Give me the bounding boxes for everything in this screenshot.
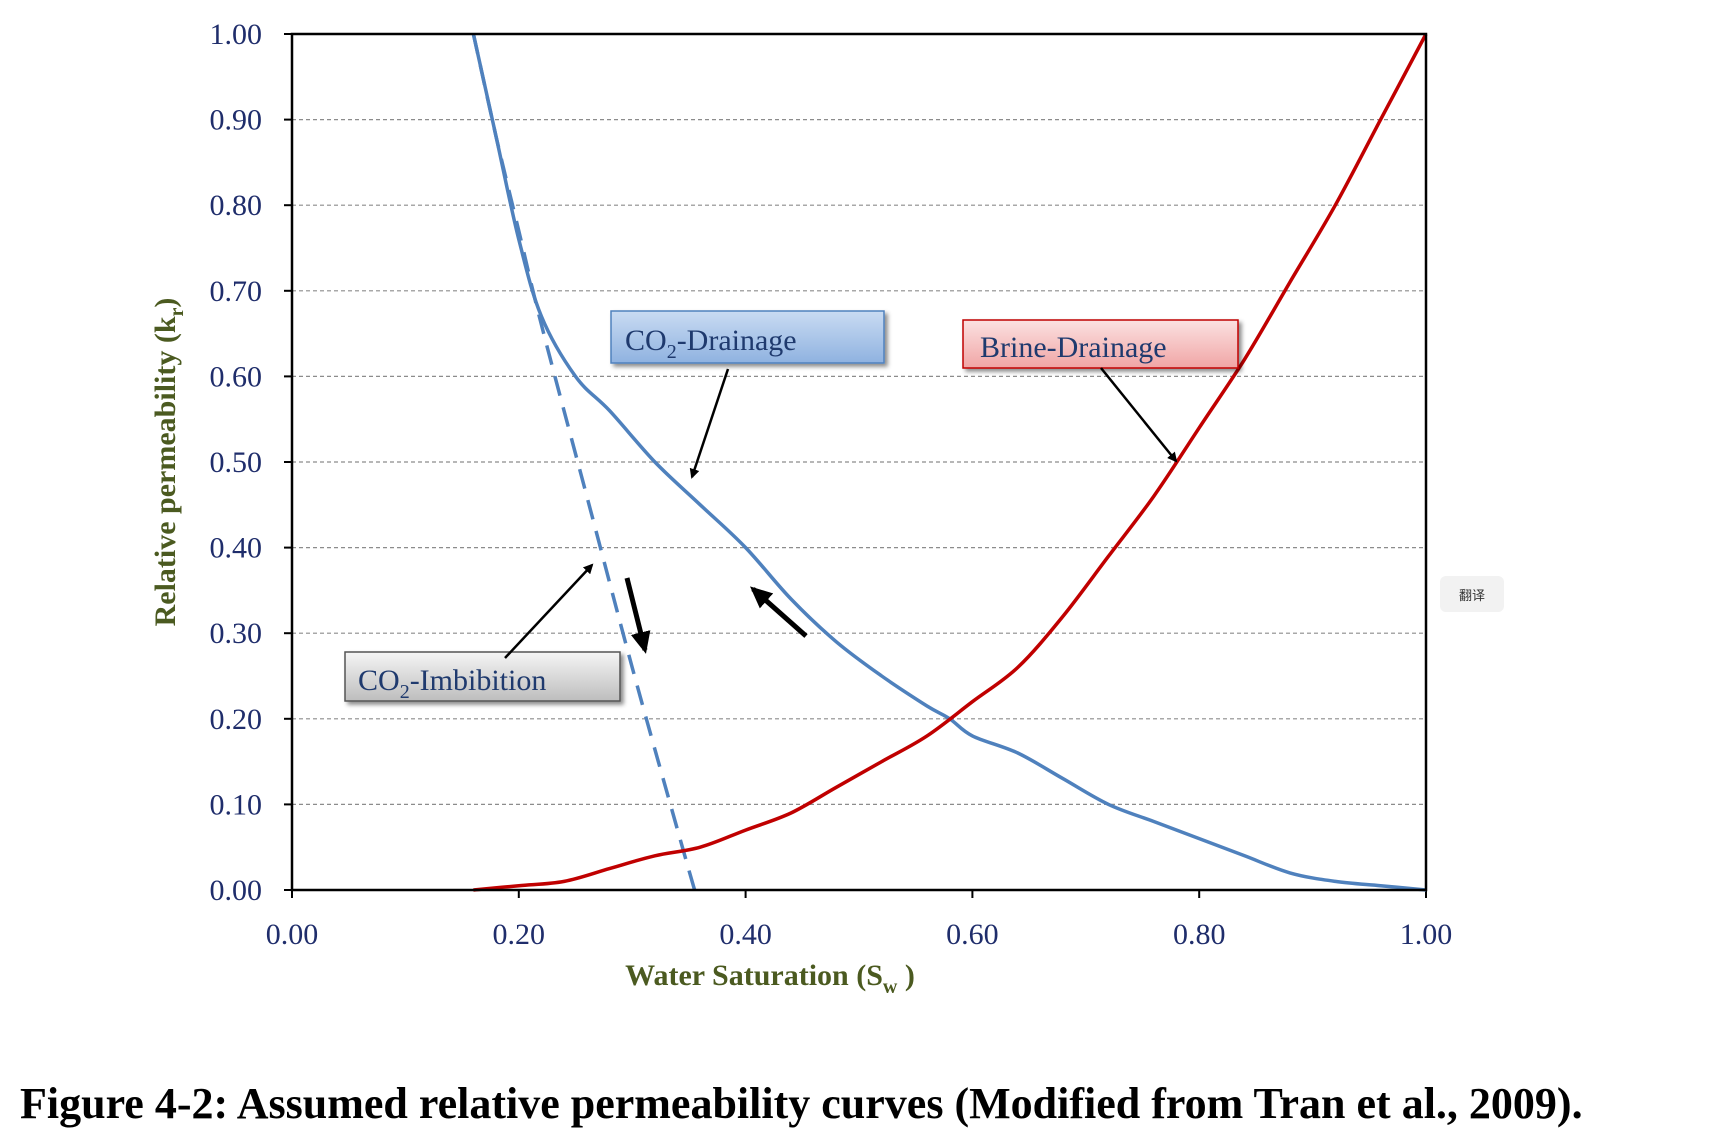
svg-text:Brine-Drainage: Brine-Drainage [980, 331, 1167, 364]
x-tick-label: 0.80 [1173, 918, 1226, 951]
y-axis-title: Relative permeability (kr) [149, 298, 188, 627]
y-tick-label: 0.80 [210, 189, 263, 222]
y-tick-label: 0.60 [210, 360, 263, 393]
callout-co2-imbibition: CO2-Imbibition [344, 563, 621, 703]
series-line-co2-drainage [471, 33, 1427, 892]
plot-frame [290, 32, 1428, 892]
y-tick-label: 1.00 [210, 18, 263, 51]
direction-arrow-down [624, 577, 651, 654]
callout-co2-drainage: CO2-Drainage [610, 310, 885, 479]
x-tick-label: 0.00 [266, 918, 319, 951]
y-tick-label: 0.90 [210, 104, 263, 137]
x-tick-labels: 0.00 0.20 0.40 0.60 0.80 1.00 [266, 918, 1453, 951]
y-tick-label: 0.10 [210, 788, 263, 821]
figure-caption: Figure 4-2: Assumed relative permeabilit… [20, 1079, 1583, 1128]
callout-arrow-brine-drainage [1100, 367, 1178, 463]
x-axis-title: Water Saturation (Sw ) [625, 959, 915, 998]
y-tick-label: 0.70 [210, 275, 263, 308]
y-tick-label: 0.40 [210, 532, 263, 565]
direction-arrow-up-left [750, 586, 808, 638]
y-tick-labels: 0.00 0.10 0.20 0.30 0.40 0.50 0.60 0.70 0.80 0.90… [210, 18, 263, 907]
y-tick-label: 0.00 [210, 874, 263, 907]
callout-brine-drainage: Brine-Drainage [962, 319, 1239, 463]
x-tick-label: 0.60 [946, 918, 999, 951]
series-lines [471, 33, 1428, 892]
x-tick-label: 0.20 [493, 918, 546, 951]
x-tick-label: 1.00 [1400, 918, 1453, 951]
y-tick-label: 0.20 [210, 703, 263, 736]
callout-arrow-co2-drainage [689, 368, 730, 479]
series-line-brine-drainage [473, 33, 1428, 892]
callout-arrow-co2-imbibition [504, 563, 594, 659]
x-tick-label: 0.40 [719, 918, 772, 951]
series-line-co2-imbibition [471, 33, 697, 891]
svg-text:CO2-Drainage: CO2-Drainage [625, 324, 797, 363]
y-tick-label: 0.30 [210, 617, 263, 650]
y-tick-label: 0.50 [210, 446, 263, 479]
gridlines [284, 33, 1427, 898]
svg-text:CO2-Imbibition: CO2-Imbibition [358, 664, 546, 703]
translate-button[interactable]: 翻译 [1440, 576, 1504, 612]
